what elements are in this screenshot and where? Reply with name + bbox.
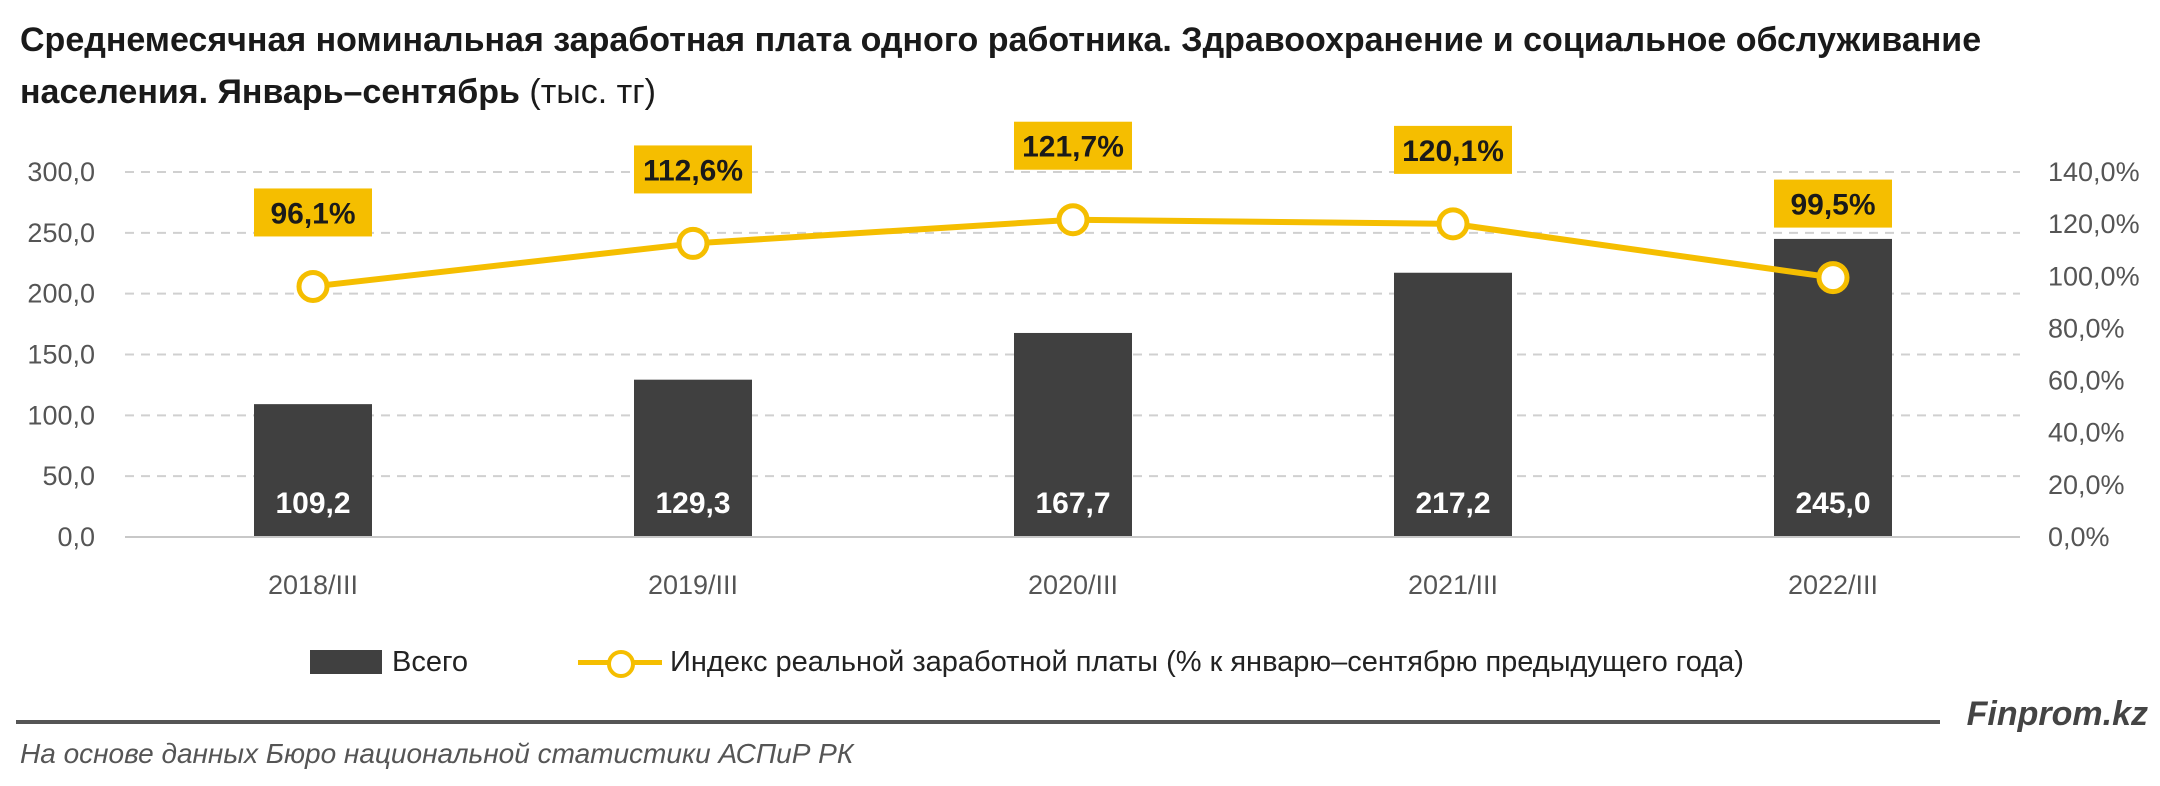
line-point-marker xyxy=(1056,203,1090,237)
legend: Всего Индекс реальной заработной платы (… xyxy=(310,642,1744,682)
line-point-marker xyxy=(676,226,710,260)
line-value-label: 121,7% xyxy=(1022,131,1124,164)
line-value-label-box xyxy=(1774,179,1892,228)
line-value-label: 112,6% xyxy=(643,154,743,187)
bar xyxy=(1394,272,1512,537)
line-value-label-box xyxy=(1394,125,1512,174)
right-tick-label: 80,0% xyxy=(2048,313,2125,343)
chart-title-unit: (тыс. тг) xyxy=(529,73,656,111)
line-point-marker xyxy=(296,269,330,303)
legend-bar-label: Всего xyxy=(392,645,469,678)
bar xyxy=(1014,332,1132,537)
bar-value-label: 109,2 xyxy=(275,487,350,520)
left-tick-label: 300,0 xyxy=(27,157,95,187)
left-tick-label: 250,0 xyxy=(27,218,95,248)
line-value-label-box xyxy=(254,188,372,237)
x-tick-label: 2019/III xyxy=(648,570,738,600)
left-tick-label: 150,0 xyxy=(27,340,95,370)
right-tick-label: 120,0% xyxy=(2048,209,2140,239)
left-tick-label: 100,0 xyxy=(27,400,95,430)
x-tick-label: 2022/III xyxy=(1788,570,1878,600)
combo-chart: 0,0 50,0 100,0 150,0 200,0 250,0 300,0 0,0% 20,… xyxy=(27,121,2140,600)
bar-value-label: 245,0 xyxy=(1795,487,1870,520)
bar-value-label: 167,7 xyxy=(1035,487,1110,520)
bar xyxy=(634,379,752,537)
bar xyxy=(254,404,372,537)
bar-value-label: 129,3 xyxy=(655,487,730,520)
x-axis: 2018/III 2019/III 2020/III 2021/III 2022/III xyxy=(125,536,2020,600)
line-value-label: 120,1% xyxy=(1402,135,1504,168)
line-value-label-box xyxy=(1014,121,1132,170)
right-axis: 0,0% 20,0% 40,0% 60,0% 80,0% 100,0% 120,0% 140,… xyxy=(2048,157,2140,552)
legend-item-line: Индекс реальной заработной платы (% к ян… xyxy=(468,646,1744,679)
chart-title-main: Среднемесячная номинальная заработная пл… xyxy=(20,21,1982,111)
left-tick-label: 50,0 xyxy=(42,461,95,491)
line-point-marker xyxy=(1816,261,1850,295)
line-value-label-box xyxy=(634,145,752,194)
line-value-label: 96,1% xyxy=(270,197,355,230)
bar-series: 109,2 129,3 167,7 217,2 245,0 xyxy=(254,238,1892,537)
source-note: На основе данных Бюро национальной стати… xyxy=(20,738,854,769)
legend-item-bars: Всего xyxy=(310,646,468,679)
right-tick-label: 60,0% xyxy=(2048,366,2125,396)
bar-value-label: 217,2 xyxy=(1415,487,1490,520)
chart-title: Среднемесячная номинальная заработная пл… xyxy=(20,14,2130,118)
left-tick-label: 200,0 xyxy=(27,279,95,309)
line-series: 96,1% 112,6% 121,7% 120,1% 99,5% xyxy=(254,121,1892,303)
footer-divider xyxy=(16,720,1940,724)
right-tick-label: 40,0% xyxy=(2048,418,2125,448)
legend-line-label: Индекс реальной заработной платы (% к ян… xyxy=(670,645,1744,678)
right-tick-label: 20,0% xyxy=(2048,470,2125,500)
right-tick-label: 140,0% xyxy=(2048,157,2140,187)
x-tick-label: 2021/III xyxy=(1408,570,1498,600)
left-axis: 0,0 50,0 100,0 150,0 200,0 250,0 300,0 xyxy=(27,157,95,552)
right-tick-label: 100,0% xyxy=(2048,261,2140,291)
right-tick-label: 0,0% xyxy=(2048,522,2110,552)
brand-logo-text: Finprom.kz xyxy=(1966,695,2148,733)
left-tick-label: 0,0 xyxy=(57,522,95,552)
line-value-label: 99,5% xyxy=(1790,189,1875,222)
legend-bar-swatch xyxy=(310,650,382,674)
legend-line-swatch xyxy=(578,647,663,678)
x-tick-label: 2018/III xyxy=(268,570,358,600)
x-tick-label: 2020/III xyxy=(1028,570,1118,600)
line-point-marker xyxy=(1436,207,1470,241)
